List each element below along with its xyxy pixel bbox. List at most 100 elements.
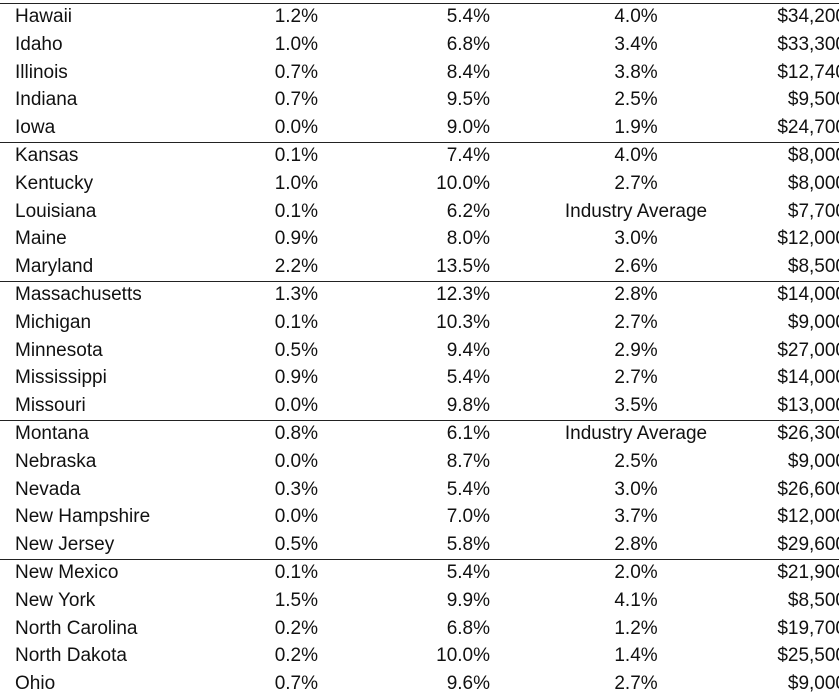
rate-cell: 0.1%	[274, 200, 318, 222]
rate-cell: 0.1%	[274, 145, 318, 166]
rate-cell: 4.1%	[614, 589, 658, 611]
amount-cell: $34,200	[777, 6, 839, 27]
rate-cell: 9.9%	[446, 589, 490, 611]
amount-cell: $8,500	[787, 589, 839, 611]
state-name: Maine	[15, 228, 67, 250]
rate-cell: 9.0%	[446, 117, 490, 139]
rate-cell: 5.8%	[446, 534, 490, 556]
amount-cell: $25,500	[777, 645, 839, 667]
amount-cell: $9,000	[787, 673, 839, 695]
amount-cell: $8,500	[787, 256, 839, 278]
rate-cell: 9.8%	[446, 395, 490, 417]
amount-cell: $26,600	[777, 478, 839, 500]
rate-cell: 3.8%	[614, 61, 658, 83]
rate-cell: 0.9%	[274, 367, 318, 389]
state-name: Illinois	[15, 61, 68, 83]
amount-cell: $13,000	[777, 395, 839, 417]
rate-cell: 10.0%	[436, 172, 490, 194]
rate-cell: 1.2%	[614, 617, 658, 639]
amount-cell: $12,740	[777, 61, 839, 83]
state-name: Montana	[15, 423, 89, 444]
group-rule	[0, 142, 839, 143]
rate-cell: Industry Average	[564, 200, 708, 222]
rate-cell: 1.0%	[274, 33, 318, 55]
amount-cell: $21,900	[777, 562, 839, 583]
rate-cell: 1.4%	[614, 645, 658, 667]
rate-cell: 6.8%	[446, 617, 490, 639]
group-rule	[0, 3, 839, 4]
amount-cell: $14,000	[777, 367, 839, 389]
state-name: Minnesota	[15, 339, 103, 361]
rate-cell: 2.0%	[614, 562, 658, 583]
rate-cell: Industry Average	[564, 423, 708, 444]
rate-cell: 0.5%	[274, 339, 318, 361]
rate-cell: 0.7%	[274, 89, 318, 111]
amount-cell: $9,000	[787, 450, 839, 472]
rate-cell: 5.4%	[446, 6, 490, 27]
rate-cell: 3.0%	[614, 228, 658, 250]
rate-cell: 12.3%	[436, 284, 490, 305]
rate-cell: 2.8%	[614, 534, 658, 556]
rate-cell: 0.8%	[274, 423, 318, 444]
rate-cell: 2.7%	[614, 172, 658, 194]
rate-cell: 9.5%	[446, 89, 490, 111]
state-name: Massachusetts	[15, 284, 142, 305]
rate-cell: 0.7%	[274, 673, 318, 695]
amount-cell: $19,700	[777, 617, 839, 639]
rate-cell: 0.7%	[274, 61, 318, 83]
state-name: Nevada	[15, 478, 81, 500]
group-rule	[0, 281, 839, 282]
rate-cell: 8.7%	[446, 450, 490, 472]
rate-cell: 2.9%	[614, 339, 658, 361]
rate-cell: 2.7%	[614, 311, 658, 333]
amount-cell: $24,700	[777, 117, 839, 139]
rate-cell: 4.0%	[614, 6, 658, 27]
state-name: Ohio	[15, 673, 56, 695]
state-name: Missouri	[15, 395, 86, 417]
amount-cell: $7,700	[787, 200, 839, 222]
rate-cell: 2.5%	[614, 450, 658, 472]
rate-cell: 6.2%	[446, 200, 490, 222]
rate-cell: 0.1%	[274, 562, 318, 583]
rate-cell: 9.4%	[446, 339, 490, 361]
rate-cell: 5.4%	[446, 478, 490, 500]
amount-cell: $12,000	[777, 506, 839, 528]
state-name: North Carolina	[15, 617, 138, 639]
rate-cell: 0.1%	[274, 311, 318, 333]
rate-cell: 9.6%	[446, 673, 490, 695]
rate-cell: 2.8%	[614, 284, 658, 305]
group-rule	[0, 559, 839, 560]
rate-cell: 2.2%	[274, 256, 318, 278]
rate-cell: 8.4%	[446, 61, 490, 83]
rate-cell: 2.5%	[614, 89, 658, 111]
state-name: New York	[15, 589, 96, 611]
state-name: New Mexico	[15, 562, 119, 583]
state-name: Maryland	[15, 256, 94, 278]
rate-cell: 1.5%	[274, 589, 318, 611]
amount-cell: $14,000	[777, 284, 839, 305]
state-name: Nebraska	[15, 450, 97, 472]
rate-cell: 0.3%	[274, 478, 318, 500]
amount-cell: $9,000	[787, 311, 839, 333]
rate-cell: 10.3%	[436, 311, 490, 333]
state-name: Louisiana	[15, 200, 97, 222]
rate-cell: 5.4%	[446, 562, 490, 583]
rate-cell: 10.0%	[436, 645, 490, 667]
rate-cell: 0.0%	[274, 506, 318, 528]
rate-cell: 7.0%	[446, 506, 490, 528]
rate-cell: 0.0%	[274, 117, 318, 139]
rate-cell: 2.6%	[614, 256, 658, 278]
rate-cell: 0.9%	[274, 228, 318, 250]
rate-cell: 0.5%	[274, 534, 318, 556]
rate-cell: 6.8%	[446, 33, 490, 55]
rate-cell: 7.4%	[446, 145, 490, 166]
state-name: New Jersey	[15, 534, 115, 556]
rate-cell: 13.5%	[436, 256, 490, 278]
amount-cell: $9,500	[787, 89, 839, 111]
rate-cell: 3.7%	[614, 506, 658, 528]
rate-cell: 8.0%	[446, 228, 490, 250]
rate-cell: 4.0%	[614, 145, 658, 166]
state-name: Mississippi	[15, 367, 107, 389]
amount-cell: $12,000	[777, 228, 839, 250]
rate-cell: 3.0%	[614, 478, 658, 500]
